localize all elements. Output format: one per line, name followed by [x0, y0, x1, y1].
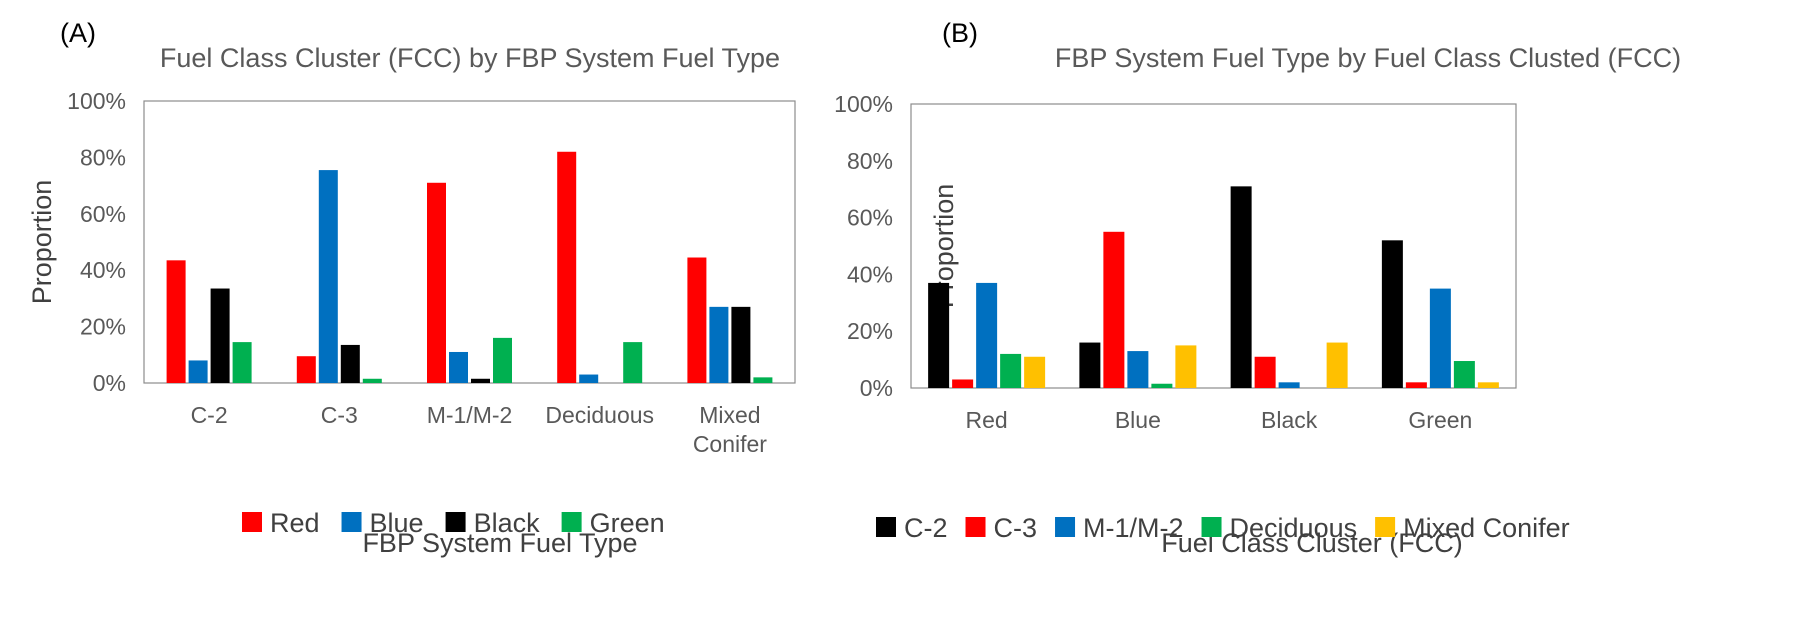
bar-black-c-3	[340, 344, 360, 383]
legend-label-red: Red	[270, 508, 320, 538]
panel-label-b: (B)	[942, 18, 978, 48]
bar-c-3-green	[1405, 382, 1427, 388]
chart-panel-b: (B) FBP System Fuel Type by Fuel Class C…	[834, 18, 1681, 558]
bar-c-2-blue	[1079, 342, 1101, 388]
y-axis-title-a: Proportion	[27, 180, 57, 305]
bar-mixed-conifer-black	[1326, 342, 1348, 388]
x-category-label: Conifer	[693, 431, 767, 457]
bar-mixed-conifer-red	[1024, 356, 1046, 388]
bar-red-c-3	[296, 356, 316, 383]
x-category-label: Black	[1261, 407, 1318, 433]
legend-swatch-mixed-conifer	[1375, 517, 1396, 537]
bar-blue-deciduous	[579, 374, 599, 383]
bar-c-3-blue	[1103, 231, 1125, 388]
bar-green-c-3	[362, 378, 382, 383]
y-tick-label: 80%	[847, 148, 893, 174]
y-tick-label: 0%	[93, 370, 126, 396]
legend-label-black: Black	[474, 508, 541, 538]
chart-title-a: Fuel Class Cluster (FCC) by FBP System F…	[160, 43, 780, 73]
y-tick-label: 100%	[67, 88, 126, 114]
y-tick-label: 60%	[80, 201, 126, 227]
bar-green-c-2	[232, 342, 252, 383]
legend-label-deciduous: Deciduous	[1230, 513, 1358, 543]
y-tick-label: 80%	[80, 144, 126, 170]
legend-label-green: Green	[590, 508, 665, 538]
bar-green-mixed-conifer	[753, 377, 773, 383]
bar-mixed-conifer-green	[1477, 382, 1499, 388]
bar-red-m-1-m-2	[427, 182, 446, 383]
x-category-label: Blue	[1115, 407, 1161, 433]
y-tick-label: 100%	[834, 91, 893, 117]
y-tick-label: 40%	[847, 261, 893, 287]
legend-swatch-black	[445, 512, 466, 532]
x-category-label: Red	[966, 407, 1008, 433]
legend-swatch-blue	[341, 512, 362, 532]
legend-label-blue: Blue	[370, 508, 424, 538]
plot-area-b: 0% 20% 40% 60% 80% 100% Red Blue Black Green	[834, 91, 1517, 433]
y-tick-label: 20%	[80, 314, 126, 340]
legend-b: C-2 C-3 M-1/M-2 Deciduous Mixed Conifer	[876, 513, 1570, 543]
legend-label-mixed-conifer: Mixed Conifer	[1403, 513, 1570, 543]
chart-panel-a: (A) Fuel Class Cluster (FCC) by FBP Syst…	[27, 18, 796, 558]
y-tick-label: 20%	[847, 318, 893, 344]
bar-m-1-m-2-blue	[1127, 351, 1149, 388]
legend-label-m-1-m-2: M-1/M-2	[1083, 513, 1184, 543]
x-category-label: Deciduous	[545, 402, 654, 428]
bar-c-2-green	[1381, 240, 1403, 388]
bar-c-3-red	[952, 379, 974, 388]
legend-swatch-red	[242, 512, 262, 532]
legend-swatch-deciduous	[1201, 517, 1222, 537]
plot-frame	[143, 100, 796, 384]
bar-m-1-m-2-green	[1429, 288, 1451, 388]
bar-c-3-black	[1254, 356, 1276, 388]
y-tick-label: 60%	[847, 205, 893, 231]
x-category-label: Green	[1408, 407, 1472, 433]
y-tick-label: 40%	[80, 257, 126, 283]
bar-red-deciduous	[557, 151, 577, 383]
y-tick-label: 0%	[860, 375, 893, 401]
x-category-label: C-2	[191, 402, 228, 428]
bar-deciduous-red	[1000, 353, 1022, 388]
bar-red-mixed-conifer	[687, 257, 707, 383]
bar-green-deciduous	[623, 342, 643, 383]
bar-black-m-1-m-2	[471, 378, 490, 383]
bar-m-1-m-2-red	[976, 282, 998, 388]
bar-black-mixed-conifer	[731, 306, 751, 383]
bar-deciduous-green	[1453, 361, 1475, 388]
legend-swatch-m-1-m-2	[1055, 517, 1076, 537]
bar-blue-m-1-m-2	[449, 351, 468, 383]
plot-frame	[910, 103, 1517, 389]
legend-swatch-c-3	[965, 517, 986, 537]
bar-blue-c-2	[188, 360, 208, 383]
x-category-label: C-3	[321, 402, 358, 428]
chart-title-b: FBP System Fuel Type by Fuel Class Clust…	[1055, 43, 1681, 73]
x-category-label: Mixed	[699, 402, 760, 428]
bar-green-m-1-m-2	[493, 337, 512, 383]
bar-blue-c-3	[318, 170, 338, 383]
bar-deciduous-blue	[1151, 383, 1173, 388]
bar-m-1-m-2-black	[1278, 382, 1300, 388]
legend-a: Red Blue Black Green	[242, 508, 665, 538]
x-axis-title-a: FBP System Fuel Type	[362, 528, 637, 558]
panel-label-a: (A)	[60, 18, 96, 48]
plot-area-a: 0% 20% 40% 60% 80% 100% C-2 C-3 M-1/M-2 Deciduous…	[67, 88, 796, 457]
bar-c-2-red	[928, 282, 950, 388]
legend-swatch-green	[561, 512, 582, 532]
x-category-label: M-1/M-2	[427, 402, 513, 428]
bar-mixed-conifer-blue	[1175, 345, 1197, 388]
bar-blue-mixed-conifer	[709, 306, 729, 383]
bar-black-c-2	[210, 288, 230, 383]
legend-label-c-2: C-2	[904, 513, 948, 543]
legend-swatch-c-2	[876, 517, 896, 537]
legend-label-c-3: C-3	[994, 513, 1038, 543]
bar-red-c-2	[166, 260, 186, 383]
bar-c-2-black	[1230, 186, 1252, 388]
